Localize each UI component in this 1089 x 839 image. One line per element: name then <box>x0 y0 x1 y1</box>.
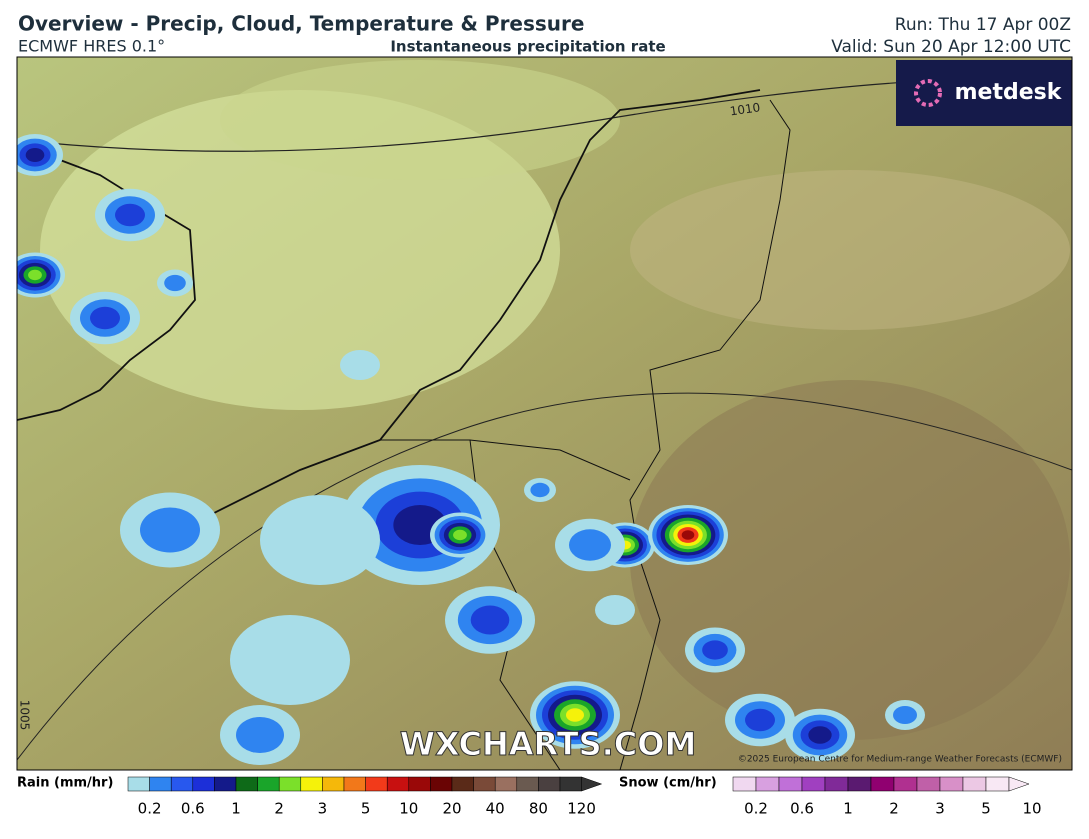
isobar-label: 1005 <box>18 700 32 731</box>
colorbar-cell <box>801 776 826 792</box>
precip-cell <box>808 726 832 744</box>
colorbar-cell <box>365 776 388 792</box>
model: ECMWF HRES 0.1° <box>18 37 165 56</box>
precip-cell <box>681 530 695 540</box>
precip-cell <box>90 306 120 330</box>
colorbar-arrow <box>581 776 603 792</box>
coastline <box>17 159 196 421</box>
colorbar-cell <box>516 776 539 792</box>
precip-cell <box>115 203 145 227</box>
map-frame <box>16 56 1073 771</box>
watermark: WXCHARTS.COM <box>400 725 697 763</box>
snow-label: Snow (cm/hr) <box>619 776 717 791</box>
colorbar-tick: 80 <box>529 800 548 818</box>
precip-cell <box>702 640 728 660</box>
copyright: ©2025 European Centre for Medium-range W… <box>738 755 1062 765</box>
colorbar-cell <box>824 776 849 792</box>
colorbar-cell <box>778 776 803 792</box>
colorbar-tick: 3 <box>935 800 945 818</box>
colorbar-tick: 1 <box>231 800 241 818</box>
colorbar-cell <box>322 776 345 792</box>
precip-cell <box>530 482 550 498</box>
precip-cell <box>745 708 775 732</box>
precip-cell <box>164 274 186 292</box>
colorbar-tick: 120 <box>567 800 596 818</box>
colorbar-cell <box>127 776 150 792</box>
colorbar-cell <box>343 776 366 792</box>
colorbar-cell <box>451 776 474 792</box>
colorbar-cell <box>430 776 453 792</box>
colorbar-tick: 0.6 <box>790 800 814 818</box>
precip-cell <box>893 706 917 724</box>
colorbar-cell <box>732 776 757 792</box>
colorbar-tick: 0.2 <box>138 800 162 818</box>
precip-cell <box>470 605 510 635</box>
coastline <box>149 89 761 541</box>
colorbar-cell <box>916 776 941 792</box>
precip-cell <box>595 595 635 625</box>
colorbar-cell <box>300 776 323 792</box>
colorbar-cell <box>538 776 561 792</box>
valid: Valid: Sun 20 Apr 12:00 UTC <box>831 37 1071 57</box>
logo: metdesk <box>955 80 1063 105</box>
colorbar-cell <box>473 776 496 792</box>
colorbar-tick: 5 <box>361 800 371 818</box>
precip-cell <box>566 708 584 722</box>
logo-icon <box>914 79 942 107</box>
isobar-label: 1010 <box>729 100 761 118</box>
colorbar-cell <box>847 776 872 792</box>
colorbar-tick: 1 <box>843 800 853 818</box>
precip-cell <box>340 350 380 380</box>
colorbar-cell <box>170 776 194 792</box>
precip-cell <box>569 529 611 561</box>
colorbar-cell <box>257 776 280 792</box>
cloud-field <box>630 170 1070 330</box>
colorbar-cell <box>214 776 237 792</box>
colorbar-tick: 3 <box>318 800 328 818</box>
precip-cell <box>236 717 284 753</box>
colorbar-cell <box>893 776 918 792</box>
isobar <box>17 392 1072 761</box>
precip-cell <box>140 507 200 553</box>
run: Run: Thu 17 Apr 00Z <box>895 15 1071 35</box>
colorbar-tick: 10 <box>1022 800 1041 818</box>
precipitation <box>17 134 925 765</box>
precip-cell <box>260 495 380 585</box>
colorbar-tick: 0.6 <box>181 800 205 818</box>
colorbar-cell <box>939 776 964 792</box>
precip-cell <box>28 269 42 281</box>
title: Overview - Precip, Cloud, Temperature & … <box>18 12 584 36</box>
rain-label: Rain (mm/hr) <box>17 776 113 791</box>
colorbar-tick: 10 <box>399 800 418 818</box>
precip-cell <box>25 148 45 162</box>
logo-box <box>896 60 1072 126</box>
colorbar-cell <box>192 776 215 792</box>
colorbar-cell <box>386 776 410 792</box>
colorbar-cell <box>408 776 431 792</box>
colorbar-tick: 5 <box>981 800 991 818</box>
colorbar-cell <box>755 776 780 792</box>
colorbar-cell <box>494 776 518 792</box>
legend: 0.2 0.6 1 2 3 5 10 20 40 80 120 0.2 0.6 1 2 3 5 10 <box>127 776 1042 818</box>
border <box>619 99 791 770</box>
colorbar-tick: 2 <box>889 800 899 818</box>
colorbar-cell <box>235 776 258 792</box>
colorbar-cell <box>985 776 1010 792</box>
colorbar-cell <box>278 776 302 792</box>
colorbar-cell <box>962 776 987 792</box>
colorbar-tick: 40 <box>486 800 505 818</box>
colorbar-cell <box>870 776 895 792</box>
product: Instantaneous precipitation rate <box>390 38 665 56</box>
colorbar-arrow <box>1008 776 1030 792</box>
colorbar-cell <box>149 776 172 792</box>
colorbar-tick: 0.2 <box>744 800 768 818</box>
precip-cell <box>230 615 350 705</box>
colorbar-tick: 2 <box>274 800 284 818</box>
colorbar-cell <box>559 776 582 792</box>
colorbar-tick: 20 <box>442 800 461 818</box>
map: metdesk 1010 1005 WXCHARTS.COM ©2025 Eur… <box>17 57 1072 770</box>
precip-cell <box>453 529 467 541</box>
cloud-field <box>220 60 620 180</box>
